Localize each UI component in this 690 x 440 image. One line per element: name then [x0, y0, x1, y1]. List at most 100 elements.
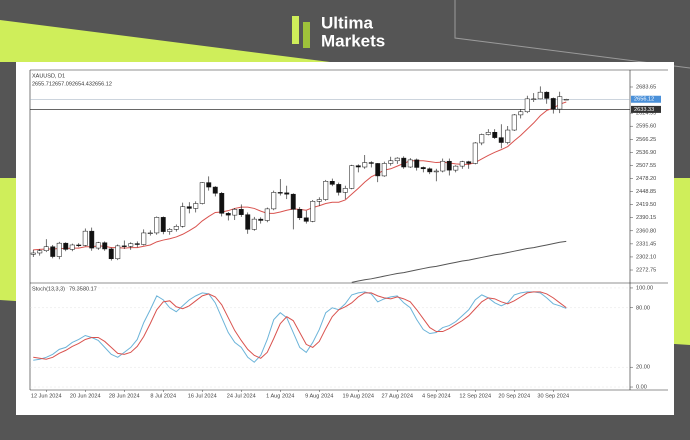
x-tick-label: 4 Sep 2024: [422, 393, 451, 399]
candle-body: [147, 232, 153, 234]
candle-body: [336, 184, 342, 193]
candle-body: [102, 242, 108, 250]
candle-body: [349, 165, 355, 189]
candle-body: [342, 188, 348, 193]
y-tick-label: 2683.65: [636, 84, 656, 90]
candle-body: [563, 99, 569, 101]
y-tick-label: 2536.90: [636, 150, 656, 156]
candle-body: [160, 217, 166, 232]
candle-body: [56, 242, 62, 257]
candle-body: [303, 217, 309, 222]
candle-body: [544, 91, 550, 99]
candle-body: [297, 209, 303, 219]
bg-shape: [0, 20, 330, 62]
y-tick-label: 2507.55: [636, 163, 656, 169]
candle-body: [193, 203, 199, 209]
brand-line1: Ultima: [321, 13, 374, 32]
candle-body: [511, 114, 517, 131]
candle-body: [284, 192, 290, 195]
candle-body: [446, 160, 452, 171]
candle-body: [401, 157, 407, 168]
candle-body: [271, 192, 277, 210]
last-price-label: 2656.12: [634, 97, 654, 103]
x-tick-label: 12 Jun 2024: [31, 393, 62, 399]
plot: XAUUSD, D1 2655.71 2657.09 2654.43 2656.…: [29, 69, 668, 391]
candle-body: [550, 98, 556, 110]
candle-body: [394, 157, 400, 162]
ohlc-low: 2654.43: [72, 81, 92, 87]
y-tick-label: 0.00: [636, 385, 647, 391]
ohlc-close: 2656.12: [92, 81, 112, 87]
candle-body: [355, 165, 361, 168]
candle-body: [232, 209, 238, 216]
x-tick-label: 1 Aug 2024: [266, 393, 294, 399]
y-tick-label: 2419.50: [636, 202, 656, 208]
candle-body: [414, 159, 420, 168]
logo-bar: [303, 22, 310, 48]
candle-body: [50, 246, 56, 257]
candle-body: [37, 250, 43, 254]
ohlc-high: 2657.09: [52, 81, 72, 87]
x-tick-label: 30 Sep 2024: [537, 393, 569, 399]
candle-body: [212, 186, 218, 194]
candle-body: [219, 193, 225, 214]
candle-body: [245, 214, 251, 230]
candle-body: [69, 244, 75, 250]
y-tick-label: 2624.95: [636, 111, 656, 117]
candle-body: [128, 243, 134, 247]
candle-body: [199, 182, 205, 204]
last-price-tag: [631, 95, 661, 103]
candle-body: [238, 209, 244, 215]
candle-body: [388, 160, 394, 164]
candle-body: [141, 232, 147, 245]
candle-body: [167, 229, 173, 232]
candle-body: [154, 217, 160, 234]
y-tick-label: 2595.60: [636, 124, 656, 130]
x-tick-label: 20 Sep 2024: [498, 393, 530, 399]
candle-body: [264, 208, 270, 221]
candle-body: [420, 167, 426, 170]
bg-line: [454, 0, 690, 69]
candle-body: [433, 170, 439, 173]
ohlc-open: 2655.71: [32, 81, 52, 87]
level-tag: [631, 105, 661, 113]
x-tick-label: 12 Sep 2024: [459, 393, 491, 399]
candle-body: [43, 246, 49, 252]
candle-body: [89, 230, 95, 249]
candle-body: [375, 163, 381, 177]
candle-body: [362, 162, 368, 168]
candle-body: [180, 206, 186, 227]
candle-body: [310, 201, 316, 222]
logo-bar: [292, 16, 299, 44]
brand-line2: Markets: [321, 31, 385, 50]
y-tick-label: 2302.10: [636, 254, 656, 260]
candle-body: [316, 199, 322, 202]
y-tick-label: 2331.45: [636, 241, 656, 247]
candle-body: [381, 163, 387, 177]
candle-body: [277, 192, 283, 194]
indicator-line: [33, 291, 567, 360]
candle-body: [440, 160, 446, 172]
candle-body: [30, 252, 36, 255]
candle-body: [63, 242, 69, 250]
candle-body: [368, 162, 374, 164]
x-tick-label: 24 Jul 2024: [227, 393, 256, 399]
candle-body: [76, 244, 82, 247]
y-tick-label: 2272.75: [636, 268, 656, 274]
y-tick-label: 2448.85: [636, 189, 656, 195]
candle-body: [466, 161, 472, 164]
candle-body: [524, 98, 530, 113]
y-tick-label: 80.00: [636, 305, 650, 311]
candle-body: [225, 213, 231, 216]
x-tick-label: 20 Jun 2024: [70, 393, 101, 399]
candle-body: [537, 91, 543, 100]
candle-body: [453, 165, 459, 171]
candle-body: [115, 245, 121, 260]
candle-body: [173, 226, 179, 230]
candle-body: [186, 206, 192, 209]
level-tag-label: 2633.33: [634, 107, 654, 113]
candle-body: [498, 137, 504, 143]
x-tick-label: 16 Jul 2024: [188, 393, 217, 399]
